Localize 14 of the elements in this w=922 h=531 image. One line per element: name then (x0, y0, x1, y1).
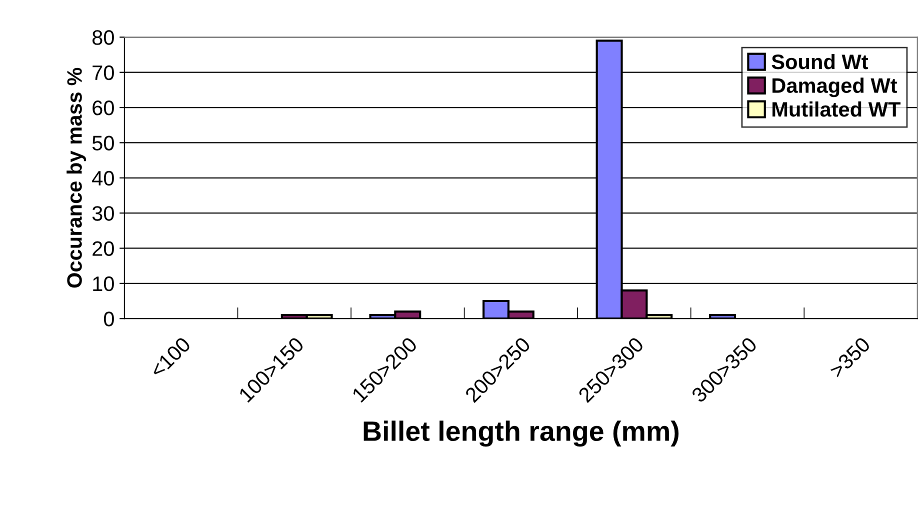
y-tick-label: 70 (92, 65, 114, 80)
y-tick-label: 20 (92, 241, 114, 256)
y-tick-label: 80 (92, 30, 114, 45)
legend-label: Damaged Wt (772, 78, 898, 98)
y-tick-label: 60 (92, 100, 114, 116)
y-tick-label: 0 (104, 312, 114, 326)
x-axis-title: Billet length range (mm) (364, 420, 679, 447)
y-tick-label: 30 (92, 206, 114, 221)
y-tick-label: 40 (92, 170, 114, 186)
legend-label: Sound Wt (772, 54, 868, 70)
y-tick-label: 10 (93, 276, 114, 292)
legend-label: Mutilated WT (772, 101, 901, 117)
y-tick-label: 50 (92, 136, 114, 150)
y-axis-title: Occurance by mass % (66, 68, 86, 288)
